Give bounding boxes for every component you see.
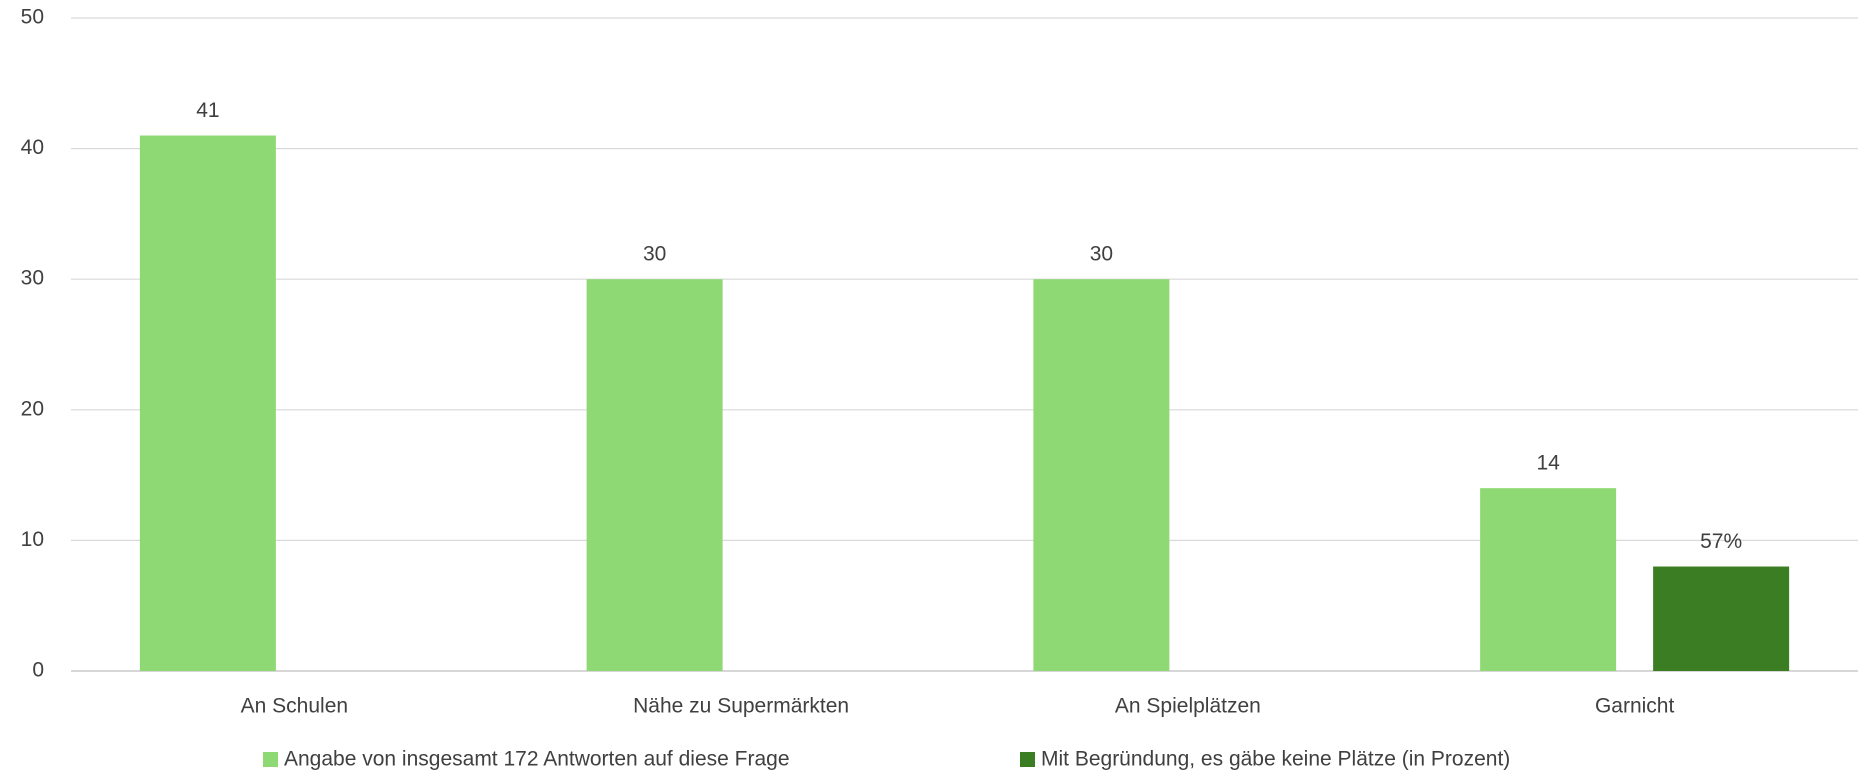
legend-label: Mit Begründung, es gäbe keine Plätze (in… <box>1041 748 1510 771</box>
data-label: 57% <box>1700 530 1742 553</box>
data-label: 41 <box>196 99 219 122</box>
y-tick-label: 0 <box>32 659 44 682</box>
data-label: 30 <box>643 243 666 266</box>
y-tick-label: 10 <box>21 528 44 551</box>
legend-label: Angabe von insgesamt 172 Antworten auf d… <box>284 748 790 771</box>
x-tick-label: An Spielplätzen <box>1115 695 1261 718</box>
y-tick-label: 30 <box>21 267 44 290</box>
y-tick-label: 20 <box>21 397 44 420</box>
bar <box>1653 566 1790 671</box>
x-tick-label: Nähe zu Supermärkten <box>633 695 849 718</box>
x-tick-label: Garnicht <box>1595 695 1675 718</box>
legend-swatch <box>263 752 278 767</box>
data-label: 30 <box>1090 243 1113 266</box>
data-label: 14 <box>1536 452 1560 475</box>
bar <box>139 135 276 672</box>
y-tick-label: 40 <box>21 136 44 159</box>
y-tick-label: 50 <box>21 6 44 29</box>
bar <box>1033 279 1170 671</box>
bar <box>1480 488 1617 671</box>
bar <box>586 279 723 671</box>
x-tick-label: An Schulen <box>241 695 348 718</box>
legend-swatch <box>1020 752 1035 767</box>
